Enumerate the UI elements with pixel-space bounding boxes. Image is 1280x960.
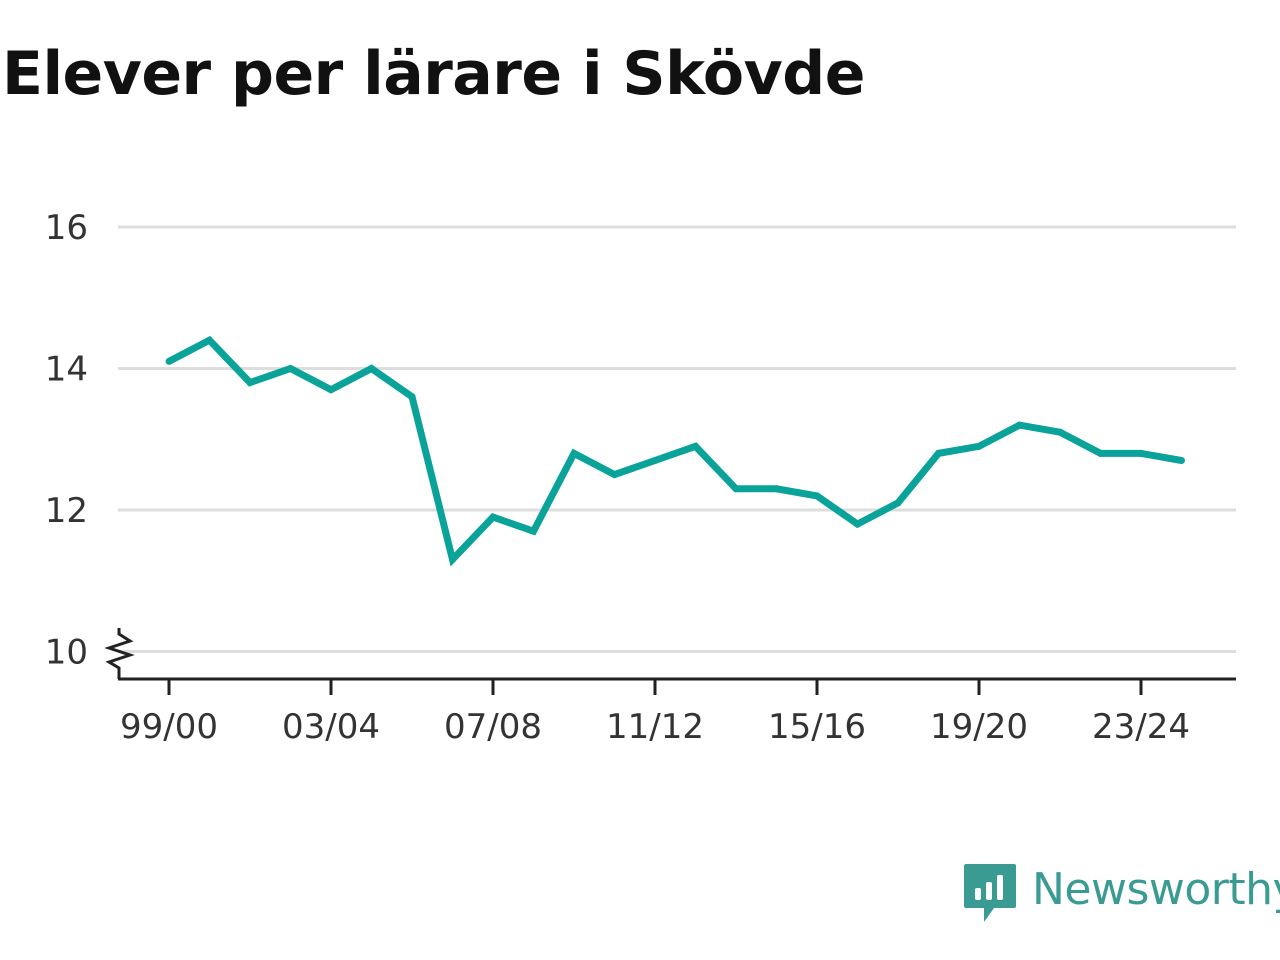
data-point [773,485,780,493]
data-point [246,379,254,387]
data-point [489,513,497,521]
x-axis-ticks: 99/00 03/04 07/08 11/12 15/16 19/20 23/24 [120,679,1190,747]
data-point [165,357,173,365]
x-tick-label: 15/16 [768,707,866,747]
data-point [854,520,861,528]
y-tick-label: 16 [45,208,88,248]
y-tick-label: 10 [45,633,88,673]
x-tick-label: 07/08 [444,707,542,747]
data-point [692,442,699,450]
bar-chart-speech-bubble-icon [964,864,1016,922]
data-point [1056,428,1064,436]
data-point [1137,449,1145,457]
data-point [651,456,659,464]
line-chart: 10 12 14 16 99/00 03/04 07/08 11/12 15/16 19/20 2… [45,208,1236,747]
y-tick-label: 12 [45,491,88,531]
x-tick-label: 99/00 [120,707,218,747]
data-point [894,499,902,507]
gridlines [118,225,1236,653]
data-point [1178,456,1185,464]
data-point [813,492,821,500]
data-point [935,449,942,457]
data-point [206,336,213,344]
series-line-0 [167,335,1183,567]
data-point [1097,449,1104,457]
y-tick-label: 14 [45,350,88,390]
data-point [530,527,537,535]
data-point [570,449,578,457]
brand-name: Newsworthy [1032,864,1280,915]
series-layer [165,335,1185,567]
data-point [732,485,740,493]
newsworthy-brand: Newsworthy [962,862,1280,930]
chart-title: Elever per lärare i Skövde [2,39,865,109]
axes [104,628,1236,681]
data-point [368,365,375,372]
data-point [1016,421,1023,429]
data-point [287,365,294,372]
axis-break-icon [104,628,135,679]
x-tick-label: 19/20 [930,707,1028,747]
x-tick-label: 11/12 [606,707,704,747]
data-point [611,471,618,479]
data-point [975,442,983,450]
x-tick-label: 03/04 [282,707,380,747]
data-point [327,386,335,394]
data-point [408,393,416,401]
data-point [449,556,456,564]
x-tick-label: 23/24 [1092,707,1190,747]
y-axis-ticks: 10 12 14 16 [45,208,88,673]
